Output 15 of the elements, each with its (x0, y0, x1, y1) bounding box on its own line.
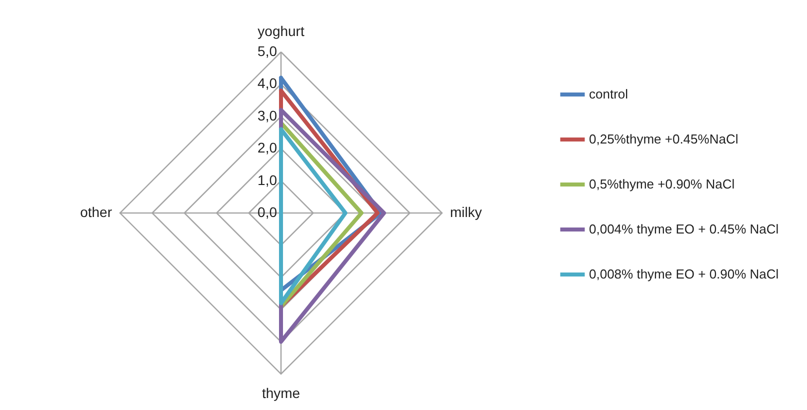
legend-label: 0,25%thyme +0.45%NaCl (589, 132, 738, 146)
spoke-label: yoghurt (258, 23, 304, 39)
y-tick-label: 4,0 (258, 75, 278, 92)
y-tick-label: 1,0 (258, 172, 278, 188)
y-tick-label: 2,0 (258, 140, 278, 156)
legend-label: 0,004% thyme EO + 0.45% NaCl (589, 222, 779, 236)
spoke-label: milky (450, 204, 482, 220)
spoke-label: thyme (262, 385, 300, 401)
y-tick-label: 3,0 (258, 107, 278, 124)
legend-label: 0,008% thyme EO + 0.90% NaCl (589, 266, 779, 282)
y-tick-label: 5,0 (258, 43, 278, 59)
spoke-label: other (80, 204, 112, 220)
legend-label: control (589, 86, 628, 102)
y-tick-label: 0,0 (258, 204, 278, 220)
legend-label: 0,5%thyme +0.90% NaCl (589, 176, 735, 192)
